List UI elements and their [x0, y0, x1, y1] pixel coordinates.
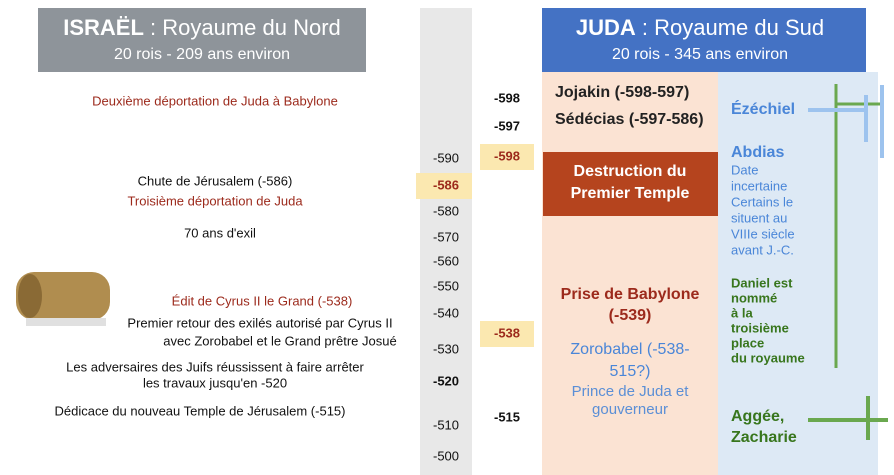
left-header — [38, 8, 366, 72]
event: Édit de Cyrus II le Grand (-538) — [172, 293, 353, 308]
king: Jojakin (-598-597) — [555, 84, 689, 101]
right-name: JUDA — [576, 15, 636, 40]
note-line: à la — [731, 305, 753, 320]
left-title-rest: : Royaume du Nord — [144, 15, 341, 40]
year: -515 — [494, 409, 520, 424]
year: -540 — [433, 305, 459, 320]
note-line: troisième — [731, 320, 789, 335]
right-title: JUDA : Royaume du Sud — [576, 15, 824, 40]
event: Deuxième déportation de Juda à Babylone — [92, 93, 338, 108]
event: Dédicace du nouveau Temple de Jérusalem … — [55, 403, 346, 418]
event: 515?) — [610, 363, 651, 380]
event: Zorobabel (-538- — [570, 341, 689, 358]
year: -570 — [433, 229, 459, 244]
event: Premier retour des exilés autorisé par C… — [127, 315, 392, 330]
note-line: Date — [731, 162, 758, 177]
highlight — [416, 173, 472, 199]
note-line: VIIIe siècle — [731, 226, 795, 241]
note-line: nommé — [731, 290, 777, 305]
event: gouverneur — [592, 401, 668, 418]
prophet-bars — [808, 84, 888, 440]
year: -538 — [494, 325, 520, 340]
event: Destruction du — [574, 163, 687, 180]
prophet: Aggée, — [731, 408, 784, 425]
note-line: avant J.-C. — [731, 242, 794, 257]
king: Sédécias (-597-586) — [555, 111, 704, 128]
left-name: ISRAËL — [63, 15, 144, 40]
year: -590 — [433, 150, 459, 165]
right-subtitle: 20 rois - 345 ans environ — [612, 46, 788, 63]
event: 70 ans d'exil — [184, 225, 256, 240]
year: -597 — [494, 118, 520, 133]
judah-column — [542, 72, 718, 475]
left-subtitle: 20 rois - 209 ans environ — [114, 46, 290, 63]
event: Les adversaires des Juifs réussissent à … — [66, 359, 364, 374]
note-line: situent au — [731, 210, 787, 225]
highlight — [480, 321, 534, 347]
prophet: Ézéchiel — [731, 99, 795, 118]
event: les travaux jusqu'en -520 — [143, 375, 287, 390]
year: -560 — [433, 253, 459, 268]
note-line: place — [731, 335, 764, 350]
right-header — [542, 8, 866, 72]
event: Premier Temple — [571, 185, 690, 202]
note-line: incertaine — [731, 178, 787, 193]
destruction-box — [543, 152, 718, 216]
year: -510 — [433, 417, 459, 432]
year: -580 — [433, 203, 459, 218]
cyrus-cylinder — [16, 272, 110, 326]
note-line: du royaume — [731, 350, 805, 365]
event: Troisième déportation de Juda — [127, 193, 303, 208]
note-line: Certains le — [731, 194, 793, 209]
timeline-strip — [420, 8, 472, 475]
prophet: Zacharie — [731, 429, 797, 446]
event: Prince de Juda et — [572, 383, 690, 400]
highlight — [480, 144, 534, 170]
year: -520 — [433, 373, 459, 388]
year: -586 — [433, 177, 459, 192]
event: avec Zorobabel et le Grand prêtre Josué — [163, 333, 396, 348]
right-title-rest: : Royaume du Sud — [636, 15, 824, 40]
year: -500 — [433, 448, 459, 463]
note-line: Daniel est — [731, 275, 793, 290]
year: -598 — [494, 148, 520, 163]
year: -550 — [433, 278, 459, 293]
year: -530 — [433, 341, 459, 356]
event: Chute de Jérusalem (-586) — [138, 173, 293, 188]
prophet: Abdias — [731, 144, 784, 161]
year: -598 — [494, 90, 520, 105]
event: (-539) — [609, 307, 652, 324]
left-title: ISRAËL : Royaume du Nord — [63, 15, 341, 40]
prophets-column — [718, 72, 878, 475]
event: Prise de Babylone — [561, 286, 700, 303]
